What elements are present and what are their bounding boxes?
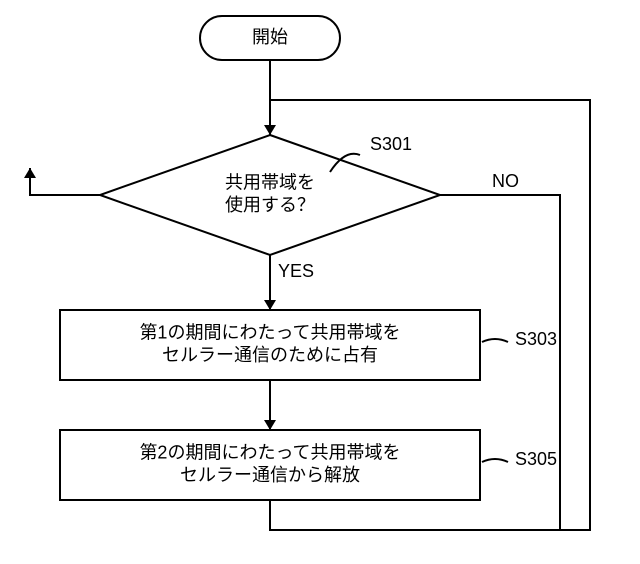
edge-label-decision-yes: YES [278,261,314,281]
step-label-decision: S301 [370,134,412,154]
node-proc2: 第2の期間にわたって共用帯域をセルラー通信から解放 [60,430,480,500]
node-start: 開始 [200,16,340,60]
step-label-proc2: S305 [515,449,557,469]
svg-text:開始: 開始 [252,27,288,47]
leader-proc1 [482,339,508,342]
svg-text:第1の期間にわたって共用帯域を: 第1の期間にわたって共用帯域を [139,323,400,343]
leader-proc2 [482,459,508,462]
edge-decision-left [30,168,100,195]
svg-text:セルラー通信から解放: セルラー通信から解放 [180,465,360,485]
svg-text:第2の期間にわたって共用帯域を: 第2の期間にわたって共用帯域を [139,443,400,463]
step-label-proc1: S303 [515,329,557,349]
node-proc1: 第1の期間にわたって共用帯域をセルラー通信のために占有 [60,310,480,380]
svg-text:共用帯域を: 共用帯域を [225,173,315,193]
flowchart-canvas: 開始共用帯域を使用する？第1の期間にわたって共用帯域をセルラー通信のために占有第… [0,0,640,564]
svg-text:セルラー通信のために占有: セルラー通信のために占有 [162,345,378,365]
svg-text:使用する？: 使用する？ [225,195,315,215]
edge-label-decision-no: NO [492,171,519,191]
